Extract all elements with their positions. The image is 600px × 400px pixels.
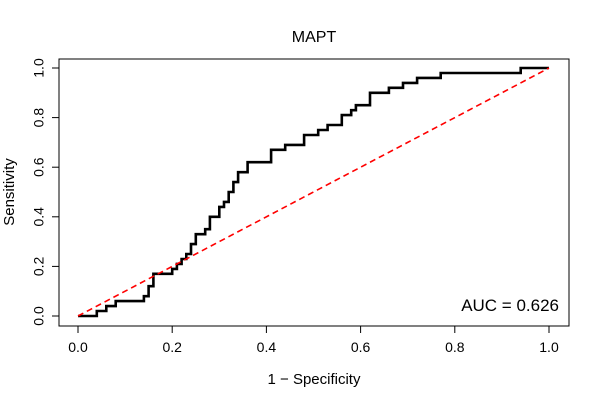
y-tick-label: 0.6 (31, 157, 47, 177)
auc-annotation: AUC = 0.626 (461, 296, 559, 315)
x-tick-label: 0.6 (351, 339, 371, 355)
x-tick-label: 0.0 (68, 339, 88, 355)
roc-curve (78, 66, 549, 318)
x-tick-label: 0.4 (257, 339, 277, 355)
y-tick-label: 0.0 (31, 306, 47, 326)
series-layer (77, 66, 550, 318)
plot-frame (58, 58, 570, 327)
reference-diagonal-line (77, 67, 550, 317)
y-tick-label: 0.2 (31, 256, 47, 276)
y-axis: 0.0 0.2 0.4 0.6 0.8 1.0 (31, 58, 59, 326)
y-tick-label: 1.0 (31, 58, 47, 78)
x-axis: 0.0 0.2 0.4 0.6 0.8 1.0 (68, 326, 559, 355)
y-tick-label: 0.8 (31, 108, 47, 128)
y-axis-label: Sensitivity (1, 158, 18, 226)
x-tick-label: 0.2 (162, 339, 182, 355)
x-tick-label: 1.0 (539, 339, 559, 355)
x-axis-label: 1 − Specificity (268, 371, 361, 388)
x-tick-label: 0.8 (445, 339, 465, 355)
y-tick-label: 0.4 (31, 207, 47, 227)
chart-title: MAPT (292, 29, 337, 46)
